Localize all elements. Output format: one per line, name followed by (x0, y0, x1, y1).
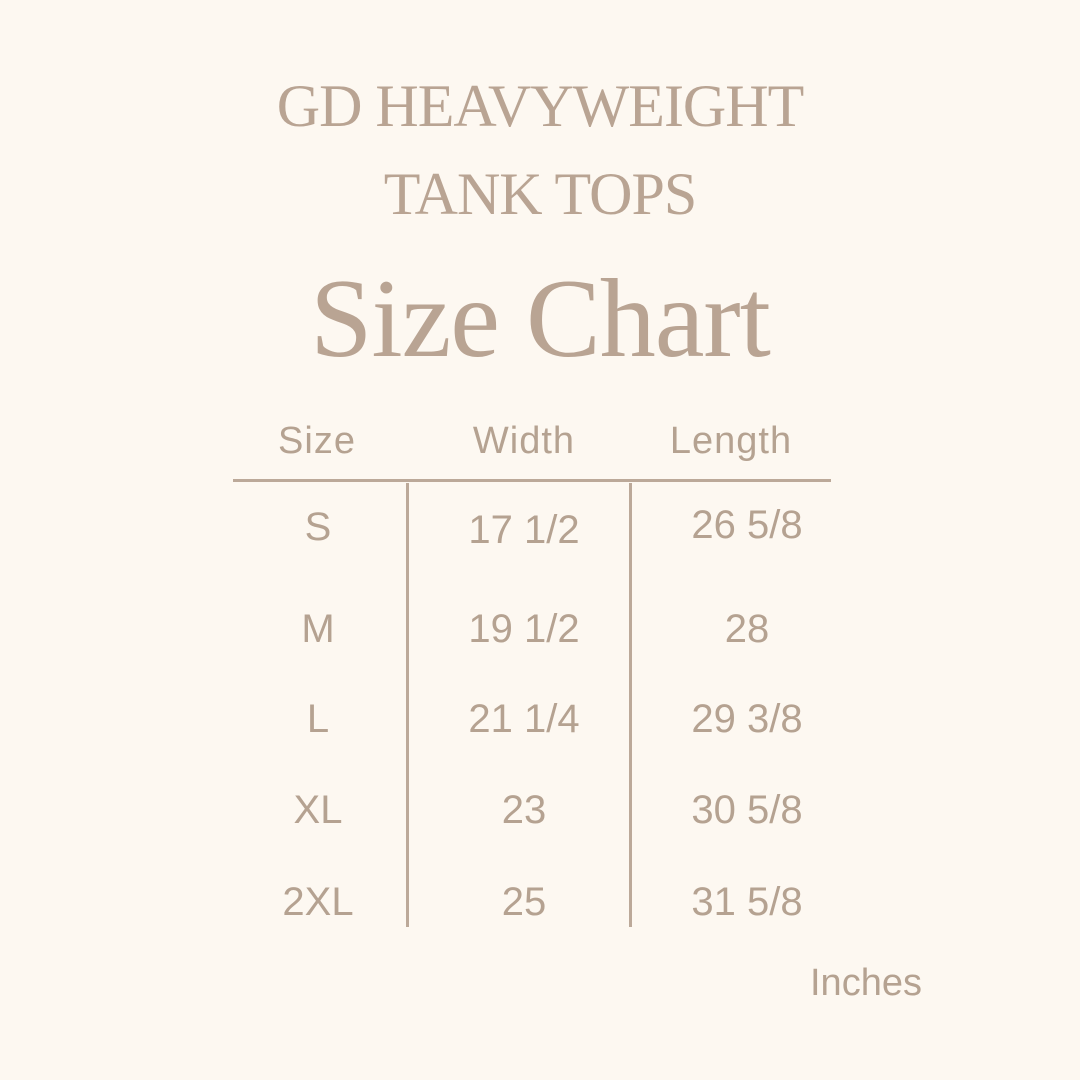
title-line-1: GD HEAVYWEIGHT (276, 73, 804, 139)
header-length: Length (669, 420, 793, 462)
cell-width: 23 (501, 788, 547, 832)
cell-size: S (304, 505, 332, 549)
cell-length: 26 5/8 (691, 503, 803, 547)
cell-size: M (301, 607, 335, 651)
column-divider-2 (629, 483, 632, 927)
cell-width: 19 1/2 (468, 607, 580, 651)
cell-width: 17 1/2 (468, 508, 580, 552)
header-size: Size (278, 420, 356, 462)
column-divider-1 (406, 483, 409, 927)
cell-length: 31 5/8 (691, 880, 803, 924)
unit-label: Inches (810, 962, 922, 1004)
cell-size: XL (293, 788, 343, 832)
cell-width: 21 1/4 (468, 697, 580, 741)
cell-length: 28 (724, 607, 770, 651)
cell-length: 29 3/8 (691, 697, 803, 741)
cell-size: L (306, 697, 330, 741)
page-heading: Size Chart (310, 257, 771, 381)
cell-length: 30 5/8 (691, 788, 803, 832)
header-divider (233, 479, 831, 482)
cell-width: 25 (501, 880, 547, 924)
title-line-2: TANK TOPS (383, 161, 697, 227)
cell-size: 2XL (282, 880, 354, 924)
header-width: Width (472, 420, 576, 462)
